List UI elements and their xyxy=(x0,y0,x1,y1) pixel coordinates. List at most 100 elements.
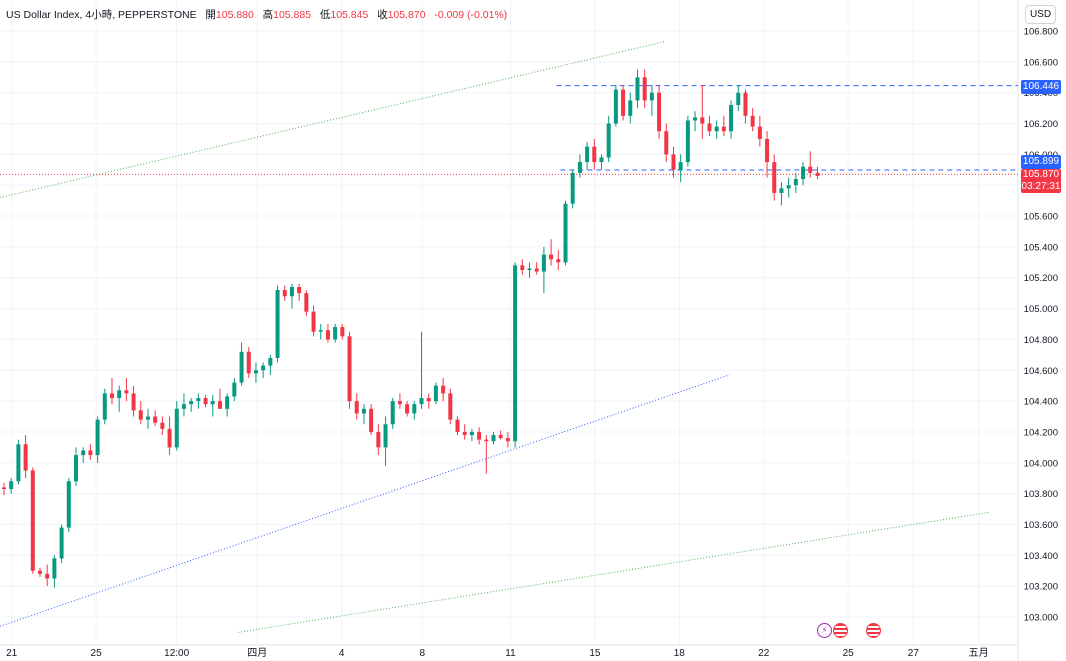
candle-body xyxy=(520,265,525,271)
high-label: 高 xyxy=(262,9,274,21)
candle-body xyxy=(81,450,86,456)
trend-line xyxy=(0,374,730,627)
candle-body xyxy=(376,431,381,448)
candle-body xyxy=(210,401,215,405)
candle-body xyxy=(30,470,35,571)
candle-body xyxy=(707,123,712,132)
candle-body xyxy=(664,131,669,155)
candle-body xyxy=(635,77,640,101)
y-tick-label: 103.800 xyxy=(1024,489,1058,500)
high-value: 105.885 xyxy=(273,9,312,21)
y-tick-label: 103.000 xyxy=(1024,613,1058,624)
candle-body xyxy=(577,162,582,173)
candle-body xyxy=(297,286,302,294)
candle-body xyxy=(786,185,791,189)
candle-body xyxy=(448,393,453,420)
candle-body xyxy=(246,351,251,374)
x-tick-label: 8 xyxy=(419,648,425,659)
price-tag-105899: 105.899 xyxy=(1021,155,1061,169)
y-tick-label: 103.600 xyxy=(1024,520,1058,531)
open-value: 105.880 xyxy=(215,9,254,21)
lower-channel-line xyxy=(237,511,991,633)
candle-body xyxy=(484,439,489,442)
candle-body xyxy=(196,398,201,402)
candle-body xyxy=(397,401,402,405)
candle-body xyxy=(685,120,690,163)
candle-body xyxy=(541,254,546,272)
candle-body xyxy=(361,408,366,414)
currency-button[interactable]: USD xyxy=(1025,5,1056,24)
candle-body xyxy=(534,268,539,272)
candle-body xyxy=(9,481,14,490)
candle-body xyxy=(693,117,698,121)
candle-body xyxy=(750,115,755,127)
candle-body xyxy=(505,438,510,442)
candle-body xyxy=(138,410,143,420)
candle-body xyxy=(59,527,64,559)
candle-body xyxy=(599,157,604,163)
symbol-title: US Dollar Index, 4小時, PEPPERSTONE xyxy=(6,9,197,21)
candle-body xyxy=(419,398,424,405)
x-tick-label: 27 xyxy=(908,648,920,659)
candle-body xyxy=(743,92,748,116)
candle-body xyxy=(2,487,6,490)
candle-body xyxy=(52,558,57,579)
candle-body xyxy=(145,416,150,420)
price-tag-106446: 106.446 xyxy=(1021,80,1061,94)
last-price-value: 105.870 xyxy=(1022,169,1060,180)
y-tick-label: 104.200 xyxy=(1024,427,1058,438)
candle-body xyxy=(95,419,100,456)
candle-body xyxy=(232,382,237,397)
candle-body xyxy=(469,431,474,436)
us-flag-icon[interactable] xyxy=(833,623,848,638)
candle-body xyxy=(181,404,186,409)
candle-body xyxy=(109,393,114,399)
candle-body xyxy=(793,179,798,186)
candle-body xyxy=(563,203,568,263)
candle-body xyxy=(304,293,309,312)
close-value: 105.870 xyxy=(387,9,426,21)
candle-body xyxy=(160,422,165,429)
y-tick-label: 104.400 xyxy=(1024,397,1058,408)
bar-countdown: 03:27:31 xyxy=(1021,181,1061,192)
candle-body xyxy=(37,570,42,574)
candle-body xyxy=(433,385,438,402)
candle-body xyxy=(426,398,431,402)
x-tick-label: 4 xyxy=(339,648,345,659)
candle-body xyxy=(153,416,158,423)
candle-body xyxy=(268,357,273,366)
candle-body xyxy=(102,393,107,420)
us-flag-icon[interactable] xyxy=(866,623,881,638)
candle-body xyxy=(657,92,662,132)
candle-body xyxy=(491,435,496,442)
candle-body xyxy=(390,401,395,425)
candle-body xyxy=(678,162,683,170)
lightning-icon[interactable]: ⚡ xyxy=(817,623,832,638)
last-price-tag: 105.870 03:27:31 xyxy=(1021,169,1061,193)
candle-body xyxy=(239,351,244,383)
candle-body xyxy=(311,311,316,332)
candle-body xyxy=(815,172,820,176)
candle-body xyxy=(613,89,618,124)
candle-body xyxy=(757,126,762,139)
y-tick-label: 103.200 xyxy=(1024,582,1058,593)
candle-body xyxy=(369,408,374,432)
candle-body xyxy=(808,166,813,173)
candle-body xyxy=(289,286,294,297)
candle-body xyxy=(383,424,388,448)
y-tick-label: 105.400 xyxy=(1024,242,1058,253)
candle-body xyxy=(203,398,208,405)
candle-body xyxy=(354,401,359,414)
candle-body xyxy=(714,126,719,132)
candle-body xyxy=(117,390,122,399)
candle-body xyxy=(275,290,280,358)
y-tick-label: 104.600 xyxy=(1024,366,1058,377)
candle-body xyxy=(253,370,258,374)
candle-body xyxy=(441,385,446,394)
candle-body xyxy=(412,404,417,414)
low-value: 105.845 xyxy=(330,9,369,21)
close-label: 收 xyxy=(377,9,388,21)
candle-body xyxy=(721,126,726,132)
candle-body xyxy=(779,188,784,193)
